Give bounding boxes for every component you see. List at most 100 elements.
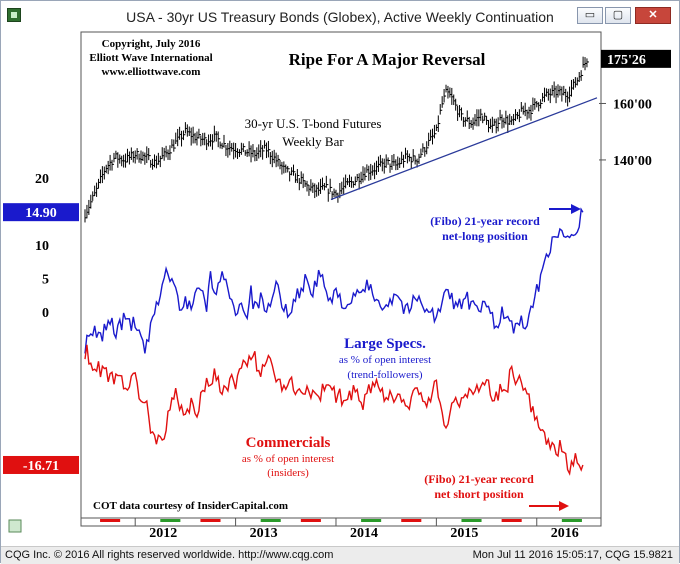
price-bar-260	[586, 58, 589, 68]
price-tick-label-1: 140'00	[613, 154, 652, 169]
cot-tick-label-3: 5	[42, 273, 49, 288]
price-bar-195	[460, 107, 464, 121]
large-specs-sub-2: (trend-followers)	[347, 369, 422, 381]
commercials-value: -16.71	[23, 459, 59, 474]
x-label-2013: 2013	[250, 526, 278, 541]
price-bar-46	[173, 139, 176, 152]
large-specs-sub-1: as % of open interest	[339, 354, 431, 366]
record-long-line-1: (Fibo) 21-year record	[430, 214, 540, 228]
price-bar-33	[148, 148, 151, 161]
price-bar-82	[242, 143, 246, 153]
price-bar-178	[428, 132, 431, 147]
x-axis-strip	[80, 517, 602, 527]
price-bar-236	[540, 99, 543, 109]
price-bar-95	[267, 140, 271, 158]
record-long-line-2: net-long position	[442, 229, 528, 243]
price-bar-69	[217, 131, 221, 148]
large-specs-value: 14.90	[25, 206, 57, 221]
commercials-layer	[84, 344, 584, 476]
commercials-sub-1: as % of open interest	[242, 453, 334, 465]
x-label-2014: 2014	[350, 526, 378, 541]
price-bar-185	[441, 96, 445, 108]
status-footer: CQG Inc. © 2016 All rights reserved worl…	[1, 546, 679, 564]
price-tick-label-0: 160'00	[613, 97, 652, 112]
price-bar-72	[223, 134, 227, 148]
large-specs-line	[84, 207, 584, 354]
cot-tick-label-0: 20	[35, 172, 49, 187]
last-price-label: 175'26	[607, 53, 646, 68]
price-bar-205	[480, 108, 483, 121]
price-bar-108	[293, 164, 296, 176]
price-bar-231	[530, 104, 533, 121]
price-bar-62	[204, 132, 207, 146]
x-band-2012-1	[200, 519, 221, 522]
record-short-line-2: net short position	[434, 487, 524, 501]
axis-layer: 2012 2013 2014 2015 2016 160'00 140'00 175'26 20…	[3, 49, 671, 541]
x-band-2012-0	[160, 519, 181, 522]
price-bar-184	[439, 104, 443, 115]
data-source-note: COT data courtesy of InsiderCapital.com	[93, 500, 288, 512]
price-label-line-1: 30-yr U.S. T-bond Futures	[245, 116, 382, 131]
large-specs-layer	[84, 207, 584, 354]
price-bar-59	[198, 128, 201, 139]
price-bar-174	[420, 148, 423, 158]
price-bar-257	[580, 70, 584, 81]
x-label-2016: 2016	[551, 526, 579, 541]
x-label-2012: 2012	[149, 526, 177, 541]
price-bar-92	[262, 145, 265, 160]
last-price-badge	[601, 49, 671, 68]
price-bar-181	[433, 124, 437, 139]
copyright-line-2: Elliott Wave International	[89, 52, 212, 64]
support-trendline	[330, 97, 598, 201]
price-label-line-2: Weekly Bar	[282, 134, 344, 149]
cot-tick-label-2: 10	[35, 239, 49, 254]
price-bar-100	[277, 154, 281, 167]
copyright-line-1: Copyright, July 2016	[102, 38, 201, 50]
copyright-line-3: www.elliottwave.com	[102, 66, 201, 78]
x-band-2013-0	[260, 519, 281, 522]
x-band-2015-1	[501, 519, 522, 522]
scroll-handle[interactable]	[8, 519, 22, 533]
x-label-2015: 2015	[450, 526, 478, 541]
price-bar-125	[325, 175, 329, 188]
price-bar-169	[410, 156, 414, 169]
cot-tick-label-4: 0	[42, 306, 49, 321]
price-bar-27	[136, 148, 140, 160]
restore-button[interactable]: ▢	[605, 7, 631, 24]
commercials-badge	[3, 455, 79, 474]
minimize-button[interactable]: ▭	[577, 7, 603, 24]
price-bar-66	[211, 134, 215, 150]
price-bar-14	[111, 159, 115, 171]
price-bar-192	[455, 98, 458, 111]
cot-chart[interactable]: 2012 2013 2014 2015 2016 160'00 140'00 175'26 20…	[1, 1, 680, 546]
price-bar-44	[169, 145, 172, 161]
large-specs-label: Large Specs.	[344, 336, 426, 352]
chart-headline: Ripe For A Major Reversal	[289, 50, 486, 69]
x-band-2014-0	[361, 519, 382, 522]
close-button[interactable]: ✕	[635, 7, 671, 24]
plot-area	[80, 31, 602, 519]
record-short-arrow	[529, 501, 569, 511]
x-band-2011-1	[100, 519, 121, 522]
price-bar-177	[426, 141, 429, 155]
price-bar-186	[443, 88, 447, 103]
price-bar-214	[497, 117, 501, 132]
x-band-2014-1	[401, 519, 422, 522]
footer-copyright: CQG Inc. © 2016 All rights reserved worl…	[5, 549, 334, 561]
window-title: USA - 30yr US Treasury Bonds (Globex), A…	[126, 9, 554, 25]
price-bar-183	[437, 115, 441, 132]
footer-timestamp: Mon Jul 11 2016 15:05:17, CQG 15.9821	[472, 549, 673, 561]
price-bar-127	[329, 178, 333, 192]
x-band-2016-0	[561, 519, 582, 522]
price-layer	[84, 56, 598, 223]
commercials-line	[84, 344, 584, 476]
title-bar[interactable]: USA - 30yr US Treasury Bonds (Globex), A…	[1, 1, 679, 31]
price-bar-126	[327, 188, 331, 202]
price-bar-140	[354, 176, 358, 186]
commercials-sub-2: (insiders)	[267, 467, 309, 479]
price-bar-165	[403, 154, 406, 168]
price-bar-3	[90, 194, 93, 209]
x-band-2013-1	[300, 519, 321, 522]
price-bar-157	[387, 157, 391, 165]
